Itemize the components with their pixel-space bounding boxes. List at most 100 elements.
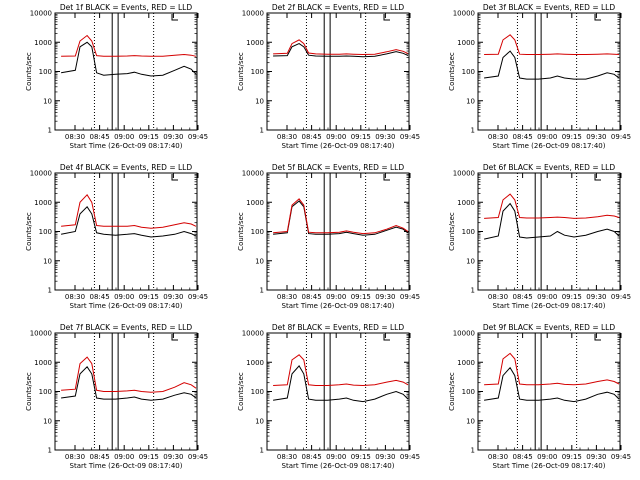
lld-series-line	[273, 354, 409, 387]
corner-bracket	[171, 174, 178, 181]
panel-title: Det 2f BLACK = Events, RED = LLD	[272, 3, 405, 12]
y-tick-label: 1	[48, 287, 52, 295]
x-tick-label: 09:00	[326, 453, 346, 461]
y-tick-label: 1000	[457, 39, 475, 47]
y-tick-label: 10	[466, 417, 475, 425]
y-tick-label: 10000	[453, 10, 475, 18]
y-tick-label: 10	[255, 257, 264, 265]
events-series-line	[483, 202, 620, 240]
lld-series-line	[61, 193, 197, 229]
y-tick-label: 10	[255, 417, 264, 425]
x-axis-title: Start Time (26-Oct-09 08:17:40)	[70, 462, 183, 470]
y-tick-label: 10000	[453, 330, 475, 338]
x-tick-label: 09:15	[139, 293, 159, 301]
x-tick-label: 08:45	[302, 293, 322, 301]
x-tick-label: 09:15	[562, 293, 582, 301]
x-tick-label: 09:15	[562, 133, 582, 141]
x-axis-title: Start Time (26-Oct-09 08:17:40)	[282, 462, 395, 470]
y-tick-label: 10000	[453, 170, 475, 178]
chart-panel-6: Det 6f BLACK = Events, RED = LLD 1 10 100 10…	[448, 163, 631, 310]
x-axis-title: Start Time (26-Oct-09 08:17:40)	[493, 462, 606, 470]
y-tick-label: 100	[462, 388, 475, 396]
y-tick-label: 10	[43, 417, 52, 425]
x-tick-label: 09:15	[562, 453, 582, 461]
x-tick-label: 09:15	[139, 453, 159, 461]
y-tick-label: 10	[43, 97, 52, 105]
x-tick-label: 09:30	[586, 133, 606, 141]
y-tick-label: 10000	[30, 330, 52, 338]
y-tick-label: 1	[260, 447, 264, 455]
events-series-line	[273, 43, 409, 58]
y-tick-label: 100	[462, 228, 475, 236]
x-axis-title: Start Time (26-Oct-09 08:17:40)	[493, 302, 606, 310]
x-tick-label: 09:00	[114, 453, 134, 461]
y-axis-title: Counts/sec	[237, 372, 245, 411]
x-tick-label: 09:00	[537, 453, 557, 461]
x-tick-label: 09:30	[163, 133, 183, 141]
x-tick-label: 08:45	[513, 453, 533, 461]
corner-bracket	[383, 14, 390, 21]
x-tick-label: 09:45	[400, 133, 420, 141]
corner-bracket	[594, 174, 601, 181]
corner-bracket	[383, 334, 390, 341]
plot-frame	[266, 12, 410, 131]
x-tick-label: 08:30	[65, 133, 85, 141]
chart-panel-5: Det 5f BLACK = Events, RED = LLD 1 10 100 10…	[237, 163, 420, 310]
y-tick-label: 1000	[457, 199, 475, 207]
y-axis-title: Counts/sec	[448, 372, 456, 411]
y-tick-label: 1	[471, 287, 475, 295]
y-tick-label: 1	[260, 127, 264, 135]
x-tick-label: 09:45	[611, 133, 631, 141]
events-series-line	[273, 200, 409, 236]
lld-series-line	[273, 198, 409, 235]
lld-series-line	[484, 34, 620, 55]
x-tick-label: 09:45	[611, 293, 631, 301]
chart-panel-7: Det 7f BLACK = Events, RED = LLD 1 10 100 10…	[25, 323, 208, 470]
plot-frame	[54, 12, 198, 131]
corner-bracket	[383, 174, 390, 181]
panel-title: Det 5f BLACK = Events, RED = LLD	[272, 163, 405, 172]
y-tick-label: 10	[255, 97, 264, 105]
y-tick-label: 10	[466, 257, 475, 265]
y-tick-label: 10000	[30, 10, 52, 18]
y-tick-label: 10000	[242, 10, 264, 18]
lld-series-line	[484, 352, 620, 386]
y-tick-label: 100	[39, 228, 52, 236]
events-series-line	[484, 50, 620, 80]
x-tick-label: 09:00	[537, 293, 557, 301]
x-axis-title: Start Time (26-Oct-09 08:17:40)	[493, 142, 606, 150]
y-tick-label: 10000	[30, 170, 52, 178]
lld-series-line	[61, 34, 197, 57]
y-axis-title: Counts/sec	[25, 372, 33, 411]
x-tick-label: 09:45	[188, 133, 208, 141]
chart-panel-2: Det 2f BLACK = Events, RED = LLD 1 10 100 10…	[237, 3, 420, 150]
y-tick-label: 1000	[246, 39, 264, 47]
y-tick-label: 100	[251, 68, 264, 76]
lld-series-line	[273, 39, 409, 56]
y-tick-label: 1	[48, 127, 52, 135]
plot-frame	[54, 172, 198, 291]
chart-panel-4: Det 4f BLACK = Events, RED = LLD 1 10 100 10…	[25, 163, 208, 310]
x-tick-label: 08:30	[65, 453, 85, 461]
x-axis-title: Start Time (26-Oct-09 08:17:40)	[282, 302, 395, 310]
corner-bracket	[594, 334, 601, 341]
events-series-line	[61, 206, 197, 238]
x-tick-label: 08:45	[513, 133, 533, 141]
panel-title: Det 8f BLACK = Events, RED = LLD	[272, 323, 405, 332]
y-tick-label: 1000	[34, 199, 52, 207]
panel-title: Det 7f BLACK = Events, RED = LLD	[60, 323, 193, 332]
x-tick-label: 09:45	[400, 453, 420, 461]
y-tick-label: 10	[43, 257, 52, 265]
y-tick-label: 1000	[34, 359, 52, 367]
x-tick-label: 08:30	[277, 453, 297, 461]
events-series-line	[61, 366, 197, 401]
y-tick-label: 1	[260, 287, 264, 295]
chart-panel-9: Det 9f BLACK = Events, RED = LLD 1 10 100 10…	[448, 323, 631, 470]
y-axis-title: Counts/sec	[237, 52, 245, 91]
y-axis-title: Counts/sec	[25, 52, 33, 91]
corner-bracket	[171, 334, 178, 341]
panel-title: Det 9f BLACK = Events, RED = LLD	[483, 323, 616, 332]
x-tick-label: 09:30	[163, 293, 183, 301]
lld-series-line	[484, 193, 620, 219]
